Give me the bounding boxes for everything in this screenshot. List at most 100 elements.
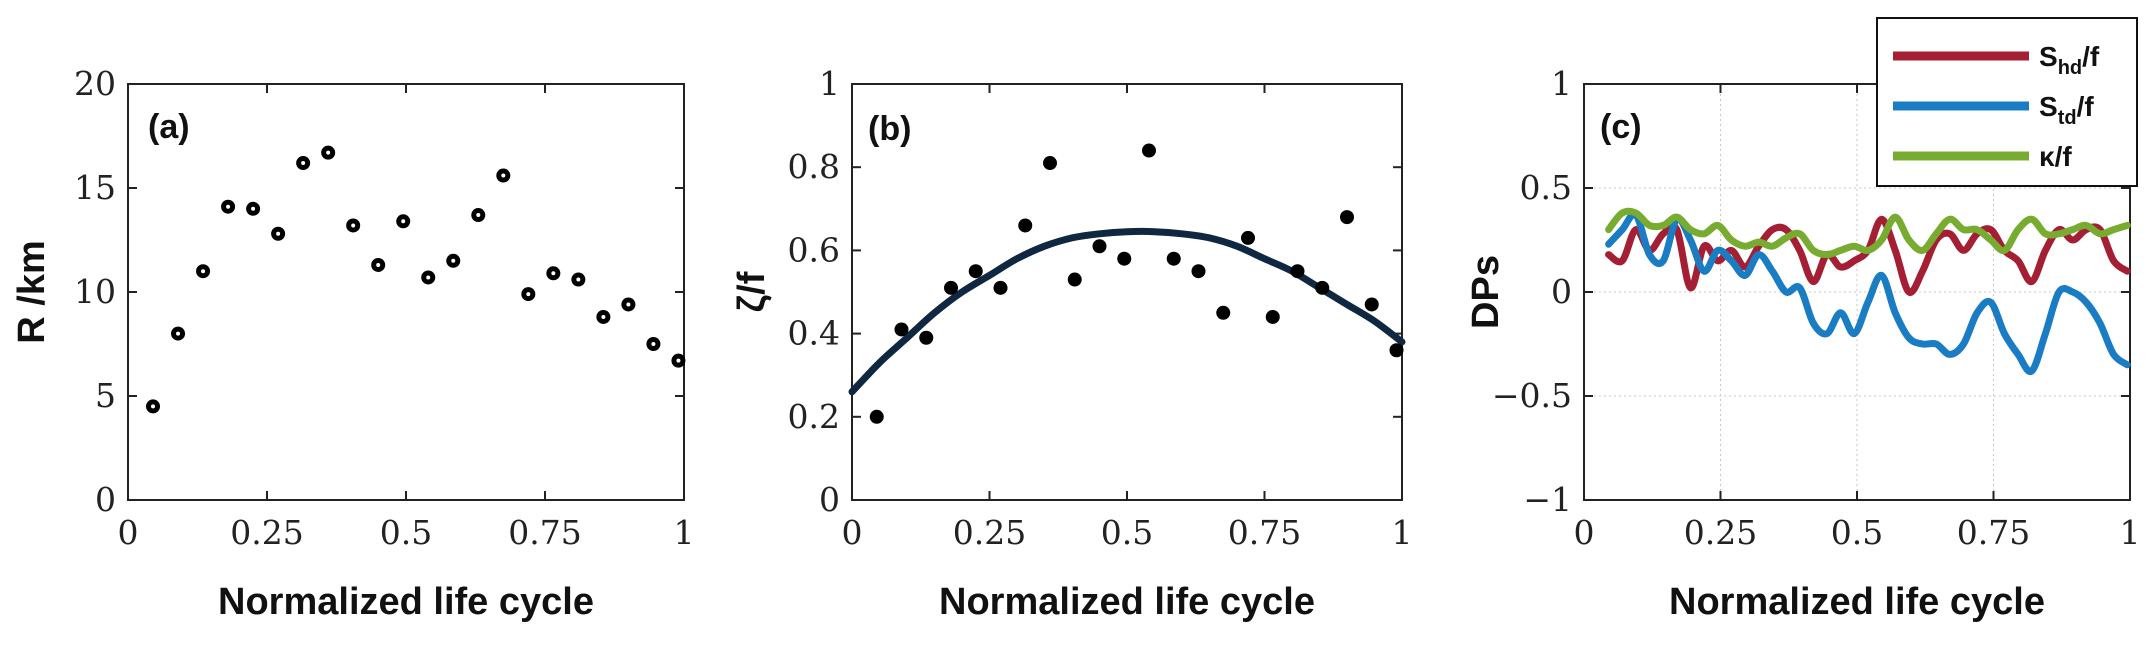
y-tick-label: 0.4 [788, 314, 840, 353]
plot-frame [127, 83, 685, 501]
panel-c: 0 0.25 0.5 0.75 1 −1 −0.5 0 0.5 1 Normalized life … [1465, 17, 2141, 623]
data-point-center [351, 223, 356, 228]
panel-label: (c) [1600, 108, 1642, 146]
data-point [1389, 343, 1404, 358]
y-tick-label: 15 [74, 168, 116, 207]
panel-label: (b) [868, 110, 911, 148]
x-tick-label: 0 [842, 513, 863, 552]
data-point-center [601, 314, 606, 319]
data-point [1142, 143, 1156, 158]
legend-name: κ [2039, 141, 2055, 172]
x-tick-label: 0 [118, 513, 139, 552]
data-point [1067, 272, 1082, 287]
data-point [1018, 218, 1033, 233]
data-point [1364, 297, 1379, 312]
data-point [968, 264, 983, 279]
data-point-center [576, 277, 581, 282]
data-point [1166, 251, 1181, 266]
y-tick-label: 10 [74, 272, 116, 311]
x-tick-label: 1 [674, 513, 695, 552]
legend-suffix: /f [2077, 91, 2095, 122]
data-point [1241, 230, 1255, 245]
data-point-center [176, 331, 181, 336]
data-point-center [151, 404, 156, 409]
data-point [944, 280, 958, 295]
x-tick-label: 0.5 [380, 513, 432, 552]
data-point-center [476, 213, 481, 218]
fit-curve [848, 227, 1406, 396]
data-point-center [426, 275, 431, 280]
y-tick-label: 0 [819, 480, 840, 519]
data-point [1117, 251, 1132, 266]
x-axis-label: Normalized life cycle [1669, 581, 2045, 623]
y-tick-label: −0.5 [1492, 376, 1572, 415]
data-point-center [401, 219, 406, 224]
data-point-center [251, 206, 256, 211]
data-point [1043, 156, 1057, 171]
data-point [1092, 239, 1107, 254]
y-tick-label: 1 [819, 64, 840, 103]
panel-b: 0 0.25 0.5 0.75 1 0 0.2 0.4 0.6 0.8 1 Normalized li… [731, 64, 1413, 623]
data-point [993, 280, 1008, 295]
y-tick-label: 0.2 [788, 397, 840, 436]
x-tick-label: 0.25 [230, 513, 303, 552]
data-point [869, 409, 884, 424]
x-tick-label: 0.5 [1101, 513, 1153, 552]
legend-entry: κ/f [2039, 141, 2072, 172]
data-point [894, 322, 909, 337]
data-point-center [676, 358, 681, 363]
x-tick-label: 1 [1392, 513, 1413, 552]
y-tick-label: −1 [1523, 480, 1572, 519]
data-point-center [301, 161, 306, 166]
series-line [1605, 210, 2131, 376]
data-point-center [226, 204, 231, 209]
x-tick-label: 0 [1574, 513, 1595, 552]
y-tick-label: 0.6 [788, 230, 840, 269]
series-line [1605, 207, 2131, 259]
legend-name: S [2039, 41, 2058, 72]
y-tick-label: 0 [95, 480, 116, 519]
data-point-center [326, 150, 331, 155]
data-point-center [201, 269, 206, 274]
y-axis-label: R /km [11, 240, 53, 343]
legend-subscript: hd [2058, 57, 2082, 79]
y-axis-label: ζ/f [731, 271, 773, 312]
legend-name: S [2039, 91, 2058, 122]
y-axis-label: DPs [1465, 255, 1507, 329]
y-tick-label: 1 [1551, 64, 1572, 103]
data-point-center [651, 342, 656, 346]
x-tick-label: 0.75 [508, 513, 581, 552]
data-point [1315, 280, 1330, 295]
x-tick-label: 0.25 [953, 513, 1026, 552]
legend-subscript: td [2058, 107, 2077, 129]
legend-suffix: /f [2055, 141, 2073, 172]
data-point [1290, 264, 1305, 279]
x-axis-label: Normalized life cycle [939, 581, 1315, 623]
x-tick-label: 0.5 [1831, 513, 1883, 552]
y-tick-label: 0 [1551, 272, 1572, 311]
data-point-center [376, 262, 381, 267]
data-point [1340, 210, 1354, 225]
x-axis-label: Normalized life cycle [218, 581, 594, 623]
data-point [919, 330, 934, 345]
y-tick-label: 20 [74, 64, 116, 103]
data-point-center [276, 231, 281, 236]
y-tick-label: 0.5 [1520, 168, 1572, 207]
data-point-center [501, 173, 506, 178]
data-point-center [526, 292, 531, 297]
x-tick-label: 0.75 [1957, 513, 2030, 552]
data-point [1216, 305, 1231, 320]
y-tick-label: 5 [95, 376, 116, 415]
data-point [1265, 309, 1280, 324]
data-point-center [551, 271, 556, 276]
data-point [1191, 264, 1206, 279]
x-tick-label: 1 [2120, 513, 2141, 552]
legend-entry: Std/f [2039, 91, 2094, 129]
x-tick-label: 0.75 [1228, 513, 1301, 552]
x-tick-label: 0.25 [1684, 513, 1757, 552]
legend-entry: Shd/f [2039, 41, 2100, 79]
y-tick-label: 0.8 [788, 147, 840, 186]
legend-suffix: /f [2082, 41, 2100, 72]
